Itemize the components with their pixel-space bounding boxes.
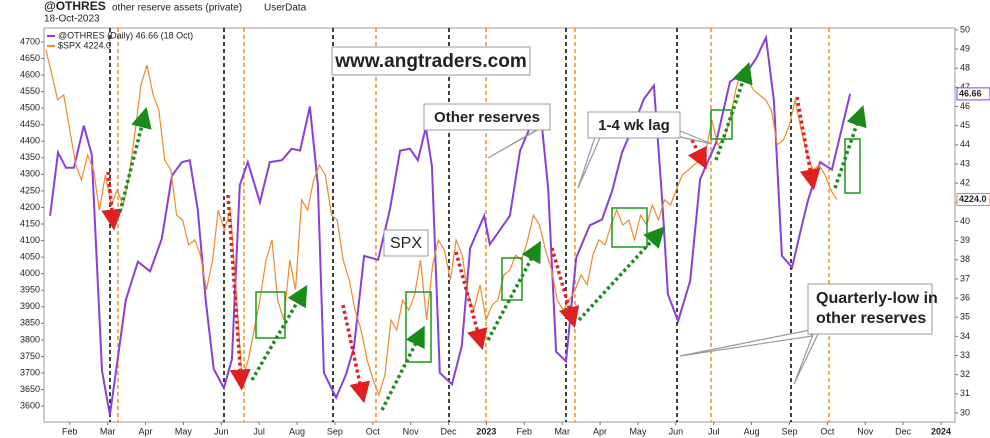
- y-tick-label: 3800: [20, 334, 40, 344]
- x-tick-label: Aug: [289, 426, 305, 436]
- series-line: [49, 34, 852, 416]
- y2-tick-label: 36: [960, 292, 970, 302]
- y-tick-label: 4300: [20, 169, 40, 179]
- y2-tick-label: 49: [960, 43, 970, 53]
- last-value-tag: [956, 193, 990, 207]
- y-tick-label: 4700: [20, 36, 40, 46]
- x-tick-label: 2024: [931, 426, 951, 436]
- y-tick-label: 4100: [20, 235, 40, 245]
- y2-tick-label: 42: [960, 178, 970, 188]
- y-tick-label: 3650: [20, 384, 40, 394]
- x-tick-label: Sep: [327, 426, 343, 436]
- y-tick-label: 3950: [20, 285, 40, 295]
- y2-tick-label: 38: [960, 254, 970, 264]
- y2-tick-label: 39: [960, 235, 970, 245]
- y2-tick-label: 35: [960, 312, 970, 322]
- source: UserData: [264, 3, 307, 14]
- y2-tick-label: 30: [960, 407, 970, 417]
- x-tick-label: Jul: [253, 426, 265, 436]
- subtitle: other reserve assets (private): [112, 3, 242, 14]
- x-tick-label: Jul: [708, 426, 720, 436]
- y2-tick-label: 44: [960, 139, 970, 149]
- x-tick-label: May: [175, 426, 193, 436]
- x-tick-label: Dec: [895, 426, 912, 436]
- x-tick-label: Nov: [857, 426, 874, 436]
- last-value-tag: [956, 87, 990, 101]
- x-tick-label: Nov: [403, 426, 420, 436]
- y-tick-label: 4550: [20, 86, 40, 96]
- legend-label: $SPX 4224.0: [58, 40, 111, 50]
- last-value-label: 4224.0: [959, 194, 987, 204]
- y-tick-label: 4250: [20, 185, 40, 195]
- x-tick-label: Feb: [517, 426, 533, 436]
- annotation: 1-4 wk lag: [598, 117, 670, 134]
- y2-tick-label: 31: [960, 388, 970, 398]
- plot-frame: [43, 27, 956, 423]
- y-tick-label: 3700: [20, 367, 40, 377]
- y-tick-label: 4200: [20, 202, 40, 212]
- y-tick-label: 4000: [20, 268, 40, 278]
- y2-tick-label: 32: [960, 369, 970, 379]
- y-tick-label: 3600: [20, 400, 40, 410]
- legend-label: @OTHRES (Daily) 46.66 (18 Oct): [58, 30, 193, 40]
- x-tick-label: Sep: [781, 426, 797, 436]
- annotation: Other reserves: [434, 109, 540, 126]
- y2-tick-label: 48: [960, 63, 970, 73]
- last-value-label: 46.66: [959, 88, 982, 98]
- x-tick-label: Jun: [214, 426, 229, 436]
- annotation: www.angtraders.com: [334, 51, 526, 72]
- x-tick-label: Oct: [820, 426, 835, 436]
- y-tick-label: 4450: [20, 119, 40, 129]
- x-tick-label: Oct: [366, 426, 381, 436]
- x-tick-label: Jun: [669, 426, 684, 436]
- annotation: other reserves: [816, 310, 926, 327]
- y-tick-label: 3750: [20, 351, 40, 361]
- annotation: SPX: [390, 235, 422, 252]
- y2-tick-label: 37: [960, 273, 970, 283]
- x-tick-label: Aug: [744, 426, 760, 436]
- title: @OTHRES: [44, 0, 106, 13]
- y-tick-label: 4400: [20, 136, 40, 146]
- x-tick-label: Dec: [441, 426, 458, 436]
- y-tick-label: 4350: [20, 152, 40, 162]
- y2-tick-label: 33: [960, 350, 970, 360]
- callouts: [331, 46, 933, 385]
- y2-tick-label: 45: [960, 120, 970, 130]
- x-tick-label: Mar: [100, 426, 116, 436]
- y2-tick-label: 47: [960, 82, 970, 92]
- y2-tick-label: 34: [960, 331, 970, 341]
- y2-tick-label: 43: [960, 158, 970, 168]
- y2-tick-label: 46: [960, 101, 970, 111]
- y-tick-label: 4150: [20, 218, 40, 228]
- x-tick-label: May: [629, 426, 647, 436]
- highlight-boxes: [255, 109, 861, 363]
- x-tick-label: 2023: [476, 426, 496, 436]
- y-tick-label: 4500: [20, 102, 40, 112]
- cycle-lines: [109, 28, 830, 422]
- y-tick-label: 4600: [20, 69, 40, 79]
- arrows: [101, 62, 867, 411]
- x-tick-label: Apr: [139, 426, 153, 436]
- y2-tick-label: 50: [960, 24, 970, 34]
- x-tick-label: Mar: [554, 426, 570, 436]
- y2-tick-label: 40: [960, 216, 970, 226]
- y-tick-label: 4650: [20, 53, 40, 63]
- x-tick-label: Apr: [593, 426, 607, 436]
- annotation: Quarterly-low in: [816, 290, 938, 307]
- y-tick-label: 3850: [20, 318, 40, 328]
- date: 18-Oct-2023: [44, 14, 100, 25]
- y-tick-label: 3900: [20, 301, 40, 311]
- x-tick-label: Feb: [62, 426, 78, 436]
- y-tick-label: 4050: [20, 251, 40, 261]
